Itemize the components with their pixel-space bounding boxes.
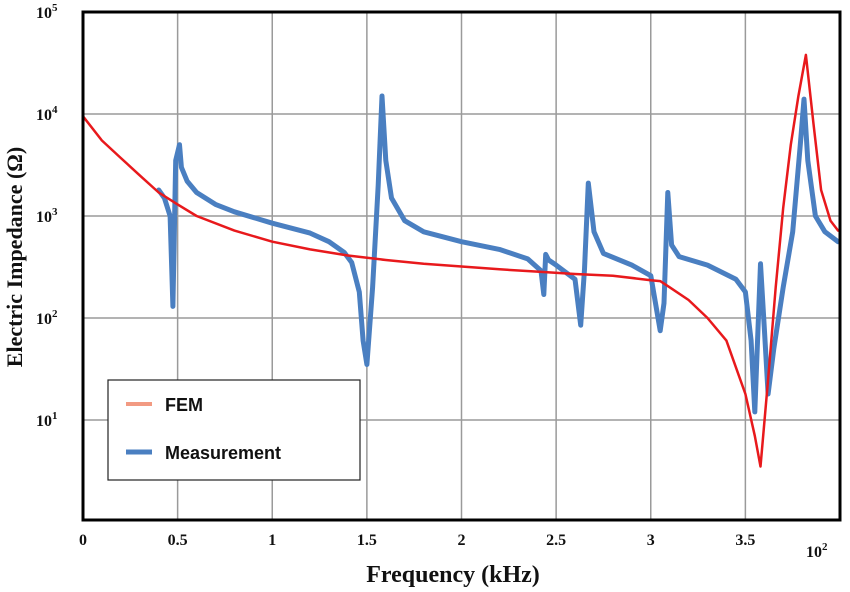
x-tick-label-7: 3.5 — [735, 532, 755, 549]
x-tick-label-4: 2 — [458, 532, 466, 549]
x-tick-label-0: 0 — [79, 532, 87, 549]
y-tick-labels: 101 102 103 104 105 — [36, 2, 58, 430]
y-tick-label-1: 102 — [36, 308, 58, 328]
legend-label-fem: FEM — [165, 395, 203, 415]
legend-box — [107, 379, 361, 481]
y-tick-label-4: 105 — [36, 2, 58, 22]
y-tick-label-2: 103 — [36, 206, 58, 226]
series-layer — [81, 53, 841, 468]
y-tick-label-3: 104 — [36, 104, 58, 124]
series-line-fem — [81, 53, 840, 468]
x-tick-label-5: 2.5 — [546, 532, 566, 549]
legend: FEM Measurement — [107, 379, 361, 481]
x-tick-label-3: 1.5 — [357, 532, 377, 549]
y-tick-label-0: 101 — [36, 410, 58, 430]
y-axis-label: Electric Impedance (Ω) — [2, 147, 27, 367]
x-tick-labels: 0 0.5 1 1.5 2 2.5 3 3.5 — [79, 532, 755, 549]
x-tick-label-2: 1 — [268, 532, 276, 549]
x-axis-label: Frequency (kHz) — [366, 562, 540, 588]
x-tick-label-1: 0.5 — [168, 532, 188, 549]
series-line-measurement — [156, 93, 841, 415]
plot-area-frame — [81, 10, 842, 522]
x-multiplier-label: 102 — [806, 541, 828, 561]
x-tick-label-6: 3 — [647, 532, 655, 549]
legend-label-measurement: Measurement — [165, 443, 281, 463]
